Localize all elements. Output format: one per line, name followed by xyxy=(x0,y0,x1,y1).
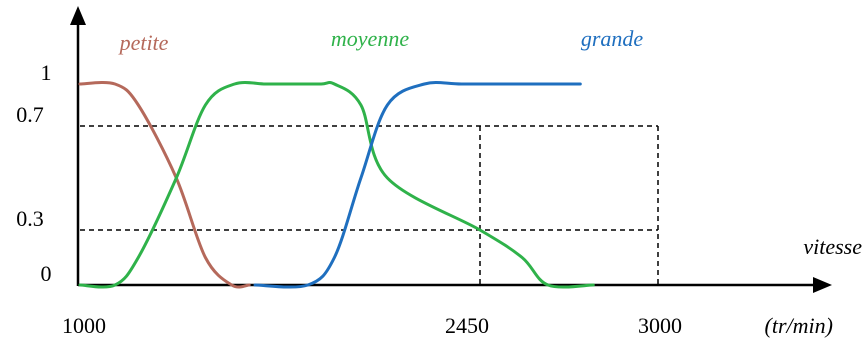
series-line-grande xyxy=(253,80,582,289)
reference-lines xyxy=(80,125,659,285)
series-label-petite: petite xyxy=(118,30,169,55)
x-tick-label-0: 1000 xyxy=(62,313,106,338)
axes xyxy=(70,6,832,293)
x-axis-unit: (tr/min) xyxy=(765,313,833,338)
series-curves xyxy=(78,80,595,289)
y-tick-label-0: 0 xyxy=(41,261,52,286)
x-axis-arrow xyxy=(813,277,832,293)
series-line-moyenne xyxy=(78,80,595,289)
y-tick-label-1: 0.3 xyxy=(16,206,44,231)
series-line-petite xyxy=(78,80,251,289)
series-label-moyenne: moyenne xyxy=(331,26,409,51)
y-tick-label-3: 1 xyxy=(41,60,52,85)
series-label-grande: grande xyxy=(581,26,644,51)
x-tick-label-1: 2450 xyxy=(445,313,489,338)
text-labels: 1000 2450 3000 0 0.3 0.7 1 vitesse (tr/min) petit… xyxy=(16,26,862,338)
y-axis-arrow xyxy=(70,6,86,25)
x-tick-label-2: 3000 xyxy=(638,313,682,338)
x-axis-label: vitesse xyxy=(803,234,862,259)
y-tick-label-2: 0.7 xyxy=(16,102,44,127)
